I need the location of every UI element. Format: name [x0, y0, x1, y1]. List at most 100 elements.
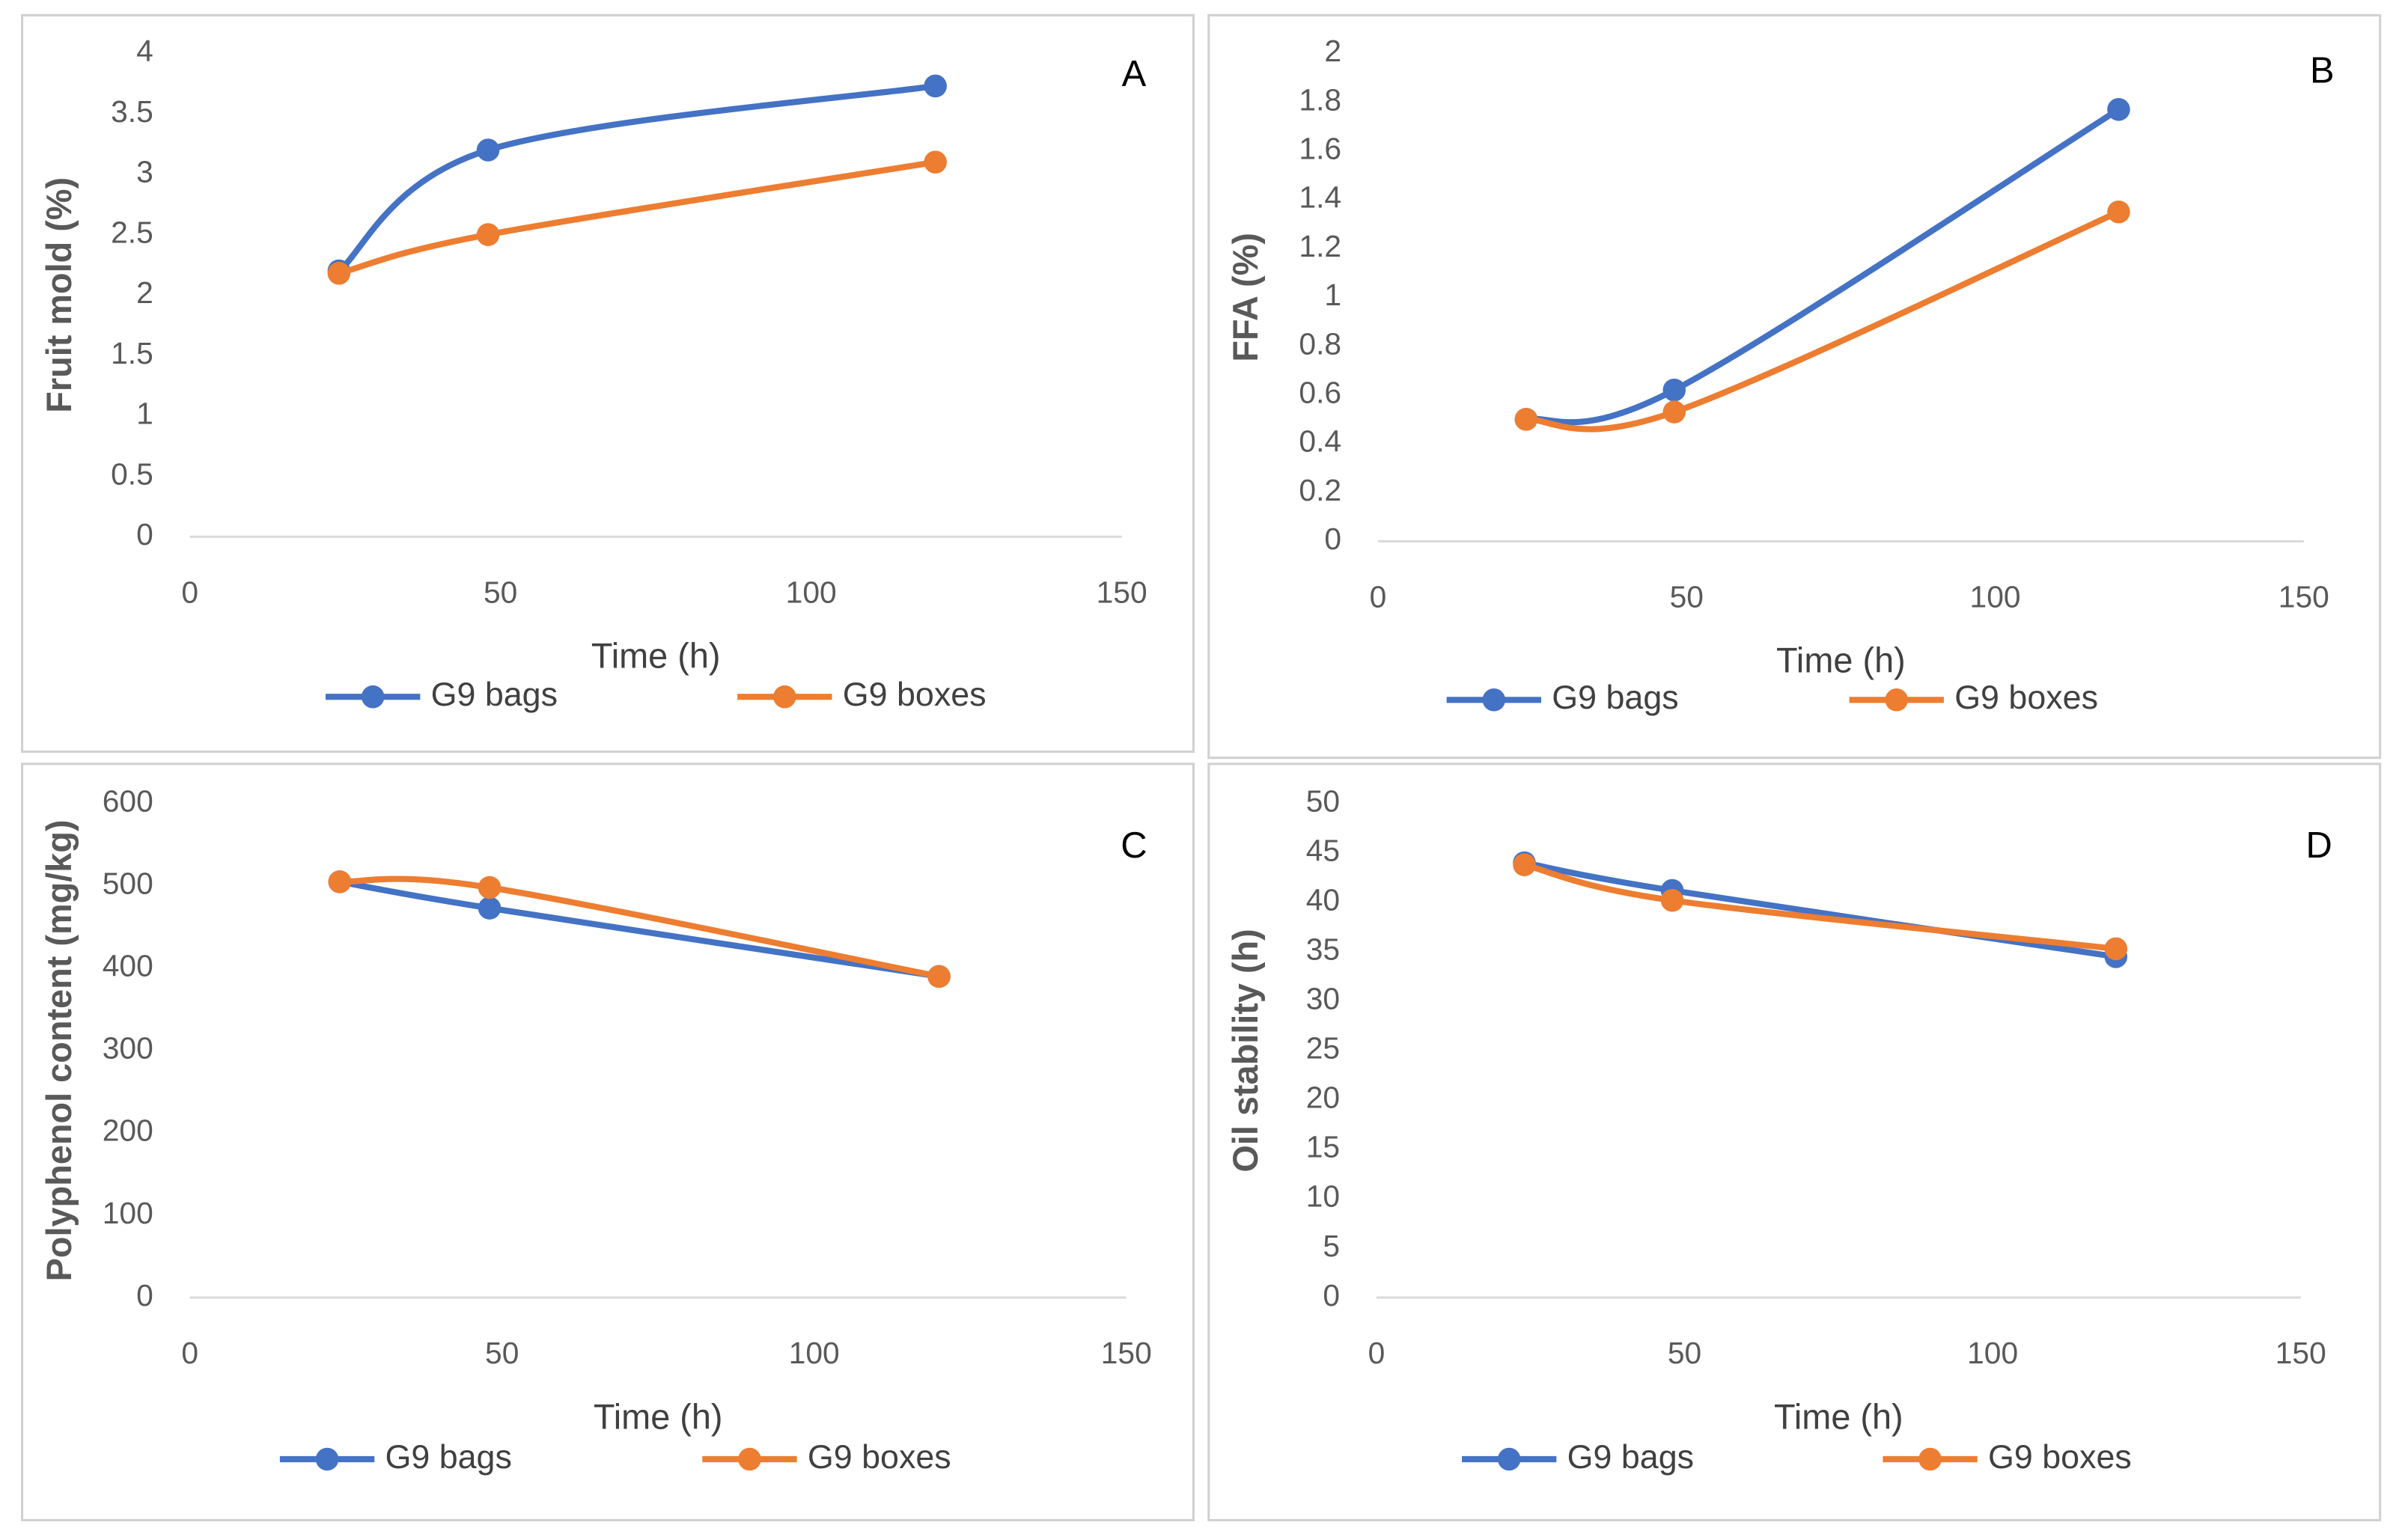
- y-tick-label: 1: [1324, 278, 1341, 312]
- y-tick-label: 50: [1306, 784, 1340, 819]
- y-tick-label: 1.5: [111, 336, 153, 370]
- y-tick-label: 4: [136, 34, 153, 68]
- legend-swatch-marker: [1482, 688, 1506, 712]
- legend-label: G9 boxes: [808, 1438, 951, 1476]
- y-tick-label: 25: [1306, 1031, 1340, 1066]
- x-axis-title: Time (h): [591, 637, 721, 676]
- series-line: [335, 159, 939, 277]
- data-point: [1662, 400, 1686, 424]
- x-tick-label: 0: [181, 1336, 198, 1370]
- data-point: [478, 876, 502, 899]
- y-tick-label: 400: [103, 949, 153, 983]
- y-tick-label: 3.5: [111, 94, 153, 129]
- series-line: [1522, 209, 2122, 433]
- legend-swatch-marker: [738, 1447, 761, 1471]
- x-tick-label: 150: [1097, 575, 1147, 609]
- data-point: [476, 138, 500, 162]
- data-point: [924, 150, 947, 174]
- x-tick-label: 150: [2275, 1336, 2326, 1370]
- data-point: [1514, 408, 1538, 431]
- x-tick-label: 50: [484, 575, 517, 609]
- y-tick-label: 0.6: [1299, 376, 1341, 410]
- y-tick-label: 0.2: [1299, 473, 1341, 507]
- legend-label: G9 bags: [385, 1438, 511, 1476]
- data-point: [2104, 937, 2128, 961]
- y-tick-label: 0.8: [1299, 326, 1341, 361]
- x-axis-title: Time (h): [1774, 1397, 1903, 1436]
- x-tick-label: 0: [1370, 580, 1387, 614]
- data-point: [328, 870, 352, 893]
- x-tick-label: 150: [2278, 580, 2329, 614]
- legend-swatch-marker: [361, 685, 385, 709]
- x-tick-label: 50: [485, 1336, 519, 1370]
- data-point: [1660, 888, 1684, 912]
- y-tick-label: 1.8: [1299, 82, 1341, 117]
- x-axis-title: Time (h): [1776, 641, 1906, 680]
- legend-label: G9 bags: [1567, 1438, 1694, 1476]
- y-tick-label: 0: [136, 517, 153, 551]
- panel-frame: [21, 13, 1195, 754]
- y-tick-label: 0: [1324, 522, 1341, 556]
- legend-swatch-marker: [315, 1447, 339, 1471]
- y-tick-label: 5: [1323, 1229, 1340, 1263]
- series-line: [335, 82, 939, 275]
- series-line: [336, 876, 942, 980]
- panel-frame: [1207, 13, 2382, 760]
- y-tick-label: 20: [1306, 1081, 1340, 1115]
- legend-label: G9 boxes: [1954, 679, 2098, 716]
- x-tick-label: 100: [786, 575, 837, 609]
- y-tick-label: 300: [103, 1031, 153, 1066]
- y-tick-label: 1.2: [1299, 229, 1341, 263]
- y-tick-label: 600: [103, 784, 153, 819]
- y-tick-label: 2.5: [111, 215, 153, 249]
- x-tick-label: 0: [1368, 1336, 1385, 1370]
- y-tick-label: 2: [136, 275, 153, 310]
- panel-frame: [1207, 763, 2382, 1522]
- y-tick-label: 0.5: [111, 456, 153, 491]
- data-point: [1662, 378, 1686, 402]
- panel-label: B: [2310, 51, 2335, 91]
- y-tick-label: 45: [1306, 834, 1340, 868]
- data-point: [2107, 200, 2130, 224]
- y-tick-label: 1.6: [1299, 131, 1341, 165]
- y-axis-title: FFA (%): [1226, 233, 1265, 362]
- legend-swatch-marker: [773, 685, 796, 709]
- y-tick-label: 10: [1306, 1179, 1340, 1214]
- y-axis-title: Polyphenol content (mg/kg): [40, 819, 79, 1281]
- legend-swatch-marker: [1497, 1447, 1521, 1471]
- data-point: [927, 965, 951, 989]
- panel-label: D: [2306, 825, 2332, 866]
- y-tick-label: 3: [136, 155, 153, 189]
- legend-swatch-marker: [1918, 1447, 1942, 1471]
- series-line: [1521, 861, 2119, 952]
- x-tick-label: 150: [1101, 1336, 1152, 1370]
- y-tick-label: 40: [1306, 883, 1340, 917]
- x-tick-label: 0: [181, 575, 198, 609]
- x-tick-label: 50: [1668, 1336, 1701, 1370]
- series-line: [1522, 106, 2122, 426]
- x-axis-title: Time (h): [594, 1397, 723, 1436]
- legend-label: G9 boxes: [843, 676, 987, 713]
- legend-label: G9 bags: [431, 676, 558, 713]
- y-axis-title: Oil stability (h): [1226, 929, 1265, 1172]
- y-tick-label: 30: [1306, 982, 1340, 1016]
- series-line: [1521, 859, 2119, 960]
- legend-label: G9 bags: [1552, 679, 1678, 716]
- panel-label: A: [1122, 54, 1147, 94]
- data-point: [2107, 98, 2130, 121]
- data-point: [476, 223, 500, 246]
- data-point: [1513, 853, 1536, 876]
- y-tick-label: 0.4: [1299, 424, 1341, 459]
- data-point: [478, 896, 502, 920]
- x-tick-label: 50: [1670, 580, 1704, 614]
- y-tick-label: 15: [1306, 1130, 1340, 1164]
- x-tick-label: 100: [789, 1336, 840, 1370]
- panel-label: C: [1121, 825, 1147, 866]
- y-tick-label: 0: [1323, 1278, 1340, 1313]
- y-tick-label: 0: [136, 1278, 153, 1313]
- x-tick-label: 100: [1970, 580, 2021, 614]
- data-point: [327, 261, 351, 285]
